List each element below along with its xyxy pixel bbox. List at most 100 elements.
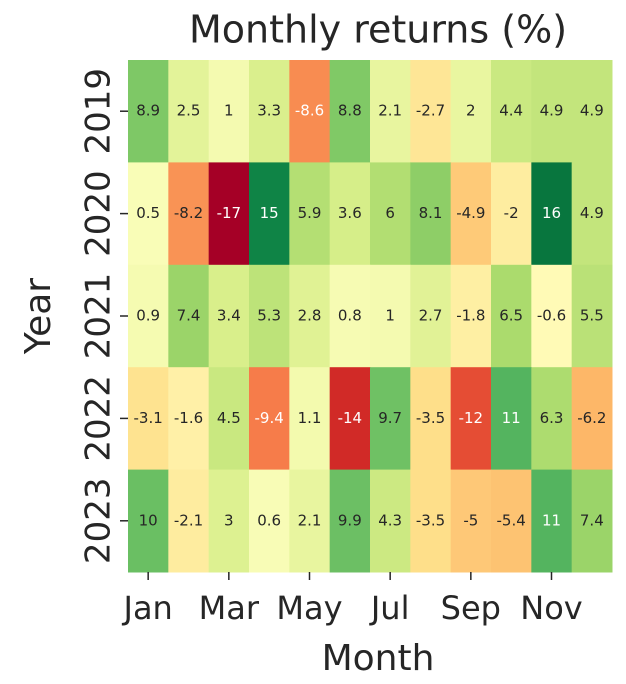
cell-label: 4.3 [378, 511, 402, 529]
heatmap-cell [410, 60, 452, 163]
heatmap-cell [289, 367, 331, 471]
heatmap-cell [289, 469, 331, 573]
heatmap-cell [410, 162, 452, 266]
cell-label: 1 [224, 102, 234, 120]
cell-label: 0.5 [136, 204, 160, 222]
heatmap-cell [168, 264, 210, 368]
cell-label: 11 [502, 409, 521, 427]
cell-label: 4.9 [580, 204, 604, 222]
y-tick-label: 2022 [79, 375, 119, 462]
cell-label: -12 [459, 409, 484, 427]
heatmap-cell [370, 469, 411, 573]
cell-label: 10 [139, 511, 158, 529]
cell-label: 2.8 [298, 307, 322, 325]
heatmap-cell [491, 367, 532, 471]
cell-label: 4.9 [540, 102, 564, 120]
cell-label: 9.9 [338, 511, 362, 529]
heatmap-cell [450, 367, 492, 471]
heatmap-cell [491, 60, 532, 163]
heatmap-cell [249, 162, 290, 266]
heatmap-cell [128, 367, 169, 471]
heatmap-cell [450, 60, 492, 163]
heatmap-cell [370, 60, 411, 163]
cell-label: 11 [542, 511, 561, 529]
heatmap-cell [249, 469, 290, 573]
heatmap-cell [571, 264, 613, 368]
y-tick-label: 2019 [79, 68, 119, 155]
cell-label: 2.5 [177, 102, 201, 120]
x-tick-label: Mar [199, 589, 260, 627]
cell-label: 6.5 [499, 307, 523, 325]
heatmap-cell [168, 367, 210, 471]
cell-label: 0.6 [257, 511, 281, 529]
cell-label: -3.5 [416, 511, 445, 529]
cell-label: 6 [385, 204, 395, 222]
heatmap-cell [329, 60, 371, 163]
cell-label: 3.4 [217, 307, 241, 325]
cell-label: -1.8 [456, 307, 485, 325]
heatmap-cell [571, 367, 613, 471]
cell-label: 0.8 [338, 307, 362, 325]
heatmap-cell [208, 469, 250, 573]
cell-label: -1.6 [174, 409, 203, 427]
cell-label: 5.9 [298, 204, 322, 222]
heatmap-cell [329, 162, 371, 266]
cell-label: -17 [217, 204, 242, 222]
heatmap-cell [168, 60, 210, 163]
heatmap-cell [531, 162, 573, 266]
heatmap-cell [249, 60, 290, 163]
heatmap-cell [410, 264, 452, 368]
cell-label: 8.1 [419, 204, 443, 222]
heatmap-cell [531, 264, 573, 368]
heatmap-cell [370, 264, 411, 368]
cell-label: 3.3 [257, 102, 281, 120]
cell-label: 6.3 [540, 409, 564, 427]
cell-label: -8.6 [295, 102, 324, 120]
cell-label: -2 [504, 204, 519, 222]
cell-label: 4.9 [580, 102, 604, 120]
heatmap-cell [450, 469, 492, 573]
x-tick-label: Sep [441, 589, 501, 627]
x-tick-label: May [276, 589, 342, 627]
heatmap-cell [491, 162, 532, 266]
cell-label: 8.8 [338, 102, 362, 120]
cell-label: 5.3 [257, 307, 281, 325]
cell-label: -9.4 [255, 409, 284, 427]
cell-label: -14 [338, 409, 363, 427]
heatmap-cell [329, 367, 371, 471]
cell-label: 3.6 [338, 204, 362, 222]
cell-label: 7.4 [580, 511, 604, 529]
cell-label: 1 [385, 307, 395, 325]
cell-label: 7.4 [177, 307, 201, 325]
y-tick-label: 2021 [79, 273, 119, 360]
heatmap-cell [289, 264, 331, 368]
heatmap-cell [370, 367, 411, 471]
heatmap-cell [571, 162, 613, 266]
heatmap-cell [531, 367, 573, 471]
x-tick-label: Nov [520, 589, 582, 627]
cell-label: 1.1 [298, 409, 322, 427]
heatmap-cell [329, 469, 371, 573]
heatmap-cell [531, 469, 573, 573]
y-axis-label: Year [18, 278, 59, 355]
cell-label: 8.9 [136, 102, 160, 120]
heatmap-cell [128, 264, 169, 368]
heatmap-cell [491, 264, 532, 368]
cell-label: 5.5 [580, 307, 604, 325]
cell-label: 2.1 [378, 102, 402, 120]
cell-label: 2.1 [298, 511, 322, 529]
heatmap-cell [450, 264, 492, 368]
heatmap-cell [128, 162, 169, 266]
heatmap-cell [208, 264, 250, 368]
heatmap-cell [128, 60, 169, 163]
cell-label: -2.7 [416, 102, 445, 120]
cell-label: 3 [224, 511, 234, 529]
cell-label: -4.9 [456, 204, 485, 222]
cell-label: -0.6 [537, 307, 566, 325]
heatmap-cell [208, 60, 250, 163]
heatmap-cell [249, 367, 290, 471]
y-tick-label: 2020 [79, 170, 119, 257]
heatmap-cell [571, 60, 613, 163]
heatmap-cell [491, 469, 532, 573]
